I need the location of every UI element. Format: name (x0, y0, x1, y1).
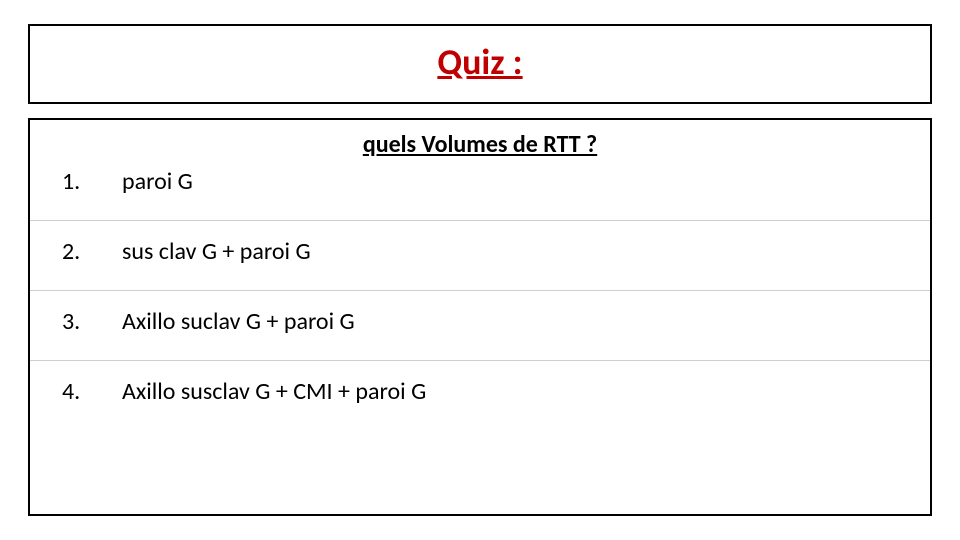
subtitle: quels Volumes de RTT ? (363, 130, 597, 159)
option-text: Axillo suclav G + paroi G (122, 307, 355, 336)
option-row: 4. Axillo susclav G + CMI + paroi G (30, 360, 930, 430)
body-box: quels Volumes de RTT ? 1. paroi G 2. sus… (28, 118, 932, 516)
option-row: 3. Axillo suclav G + paroi G (30, 290, 930, 360)
option-text: sus clav G + paroi G (122, 237, 311, 266)
option-number: 3. (50, 307, 122, 336)
option-text: paroi G (122, 167, 193, 196)
slide-container: Quiz : quels Volumes de RTT ? 1. paroi G… (0, 0, 960, 540)
option-number: 2. (50, 237, 122, 266)
option-text: Axillo susclav G + CMI + paroi G (122, 377, 426, 406)
quiz-title: Quiz : (437, 40, 522, 84)
title-box: Quiz : (28, 24, 932, 104)
option-row: 1. paroi G (30, 165, 930, 220)
option-number: 4. (50, 377, 122, 406)
subtitle-row: quels Volumes de RTT ? (30, 120, 930, 165)
option-number: 1. (50, 167, 122, 196)
option-row: 2. sus clav G + paroi G (30, 220, 930, 290)
